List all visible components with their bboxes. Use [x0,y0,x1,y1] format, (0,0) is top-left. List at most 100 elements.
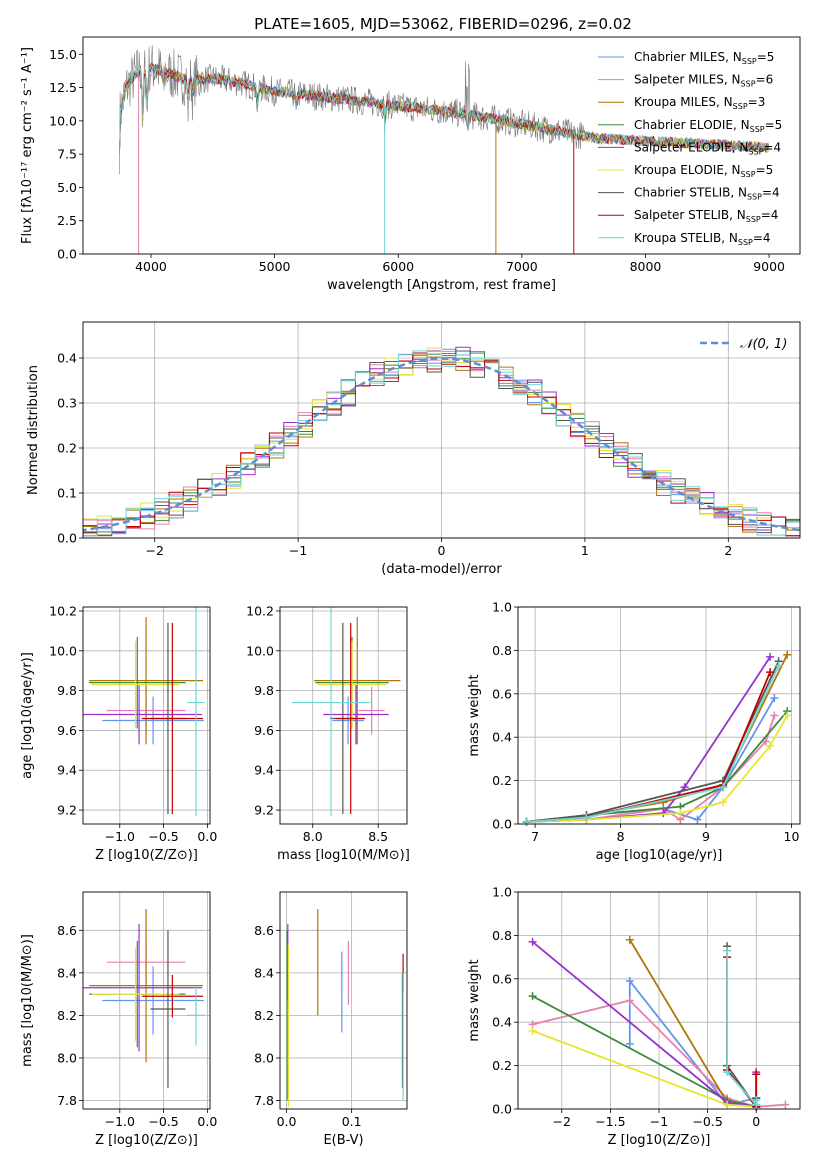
data-point-marker [766,741,775,750]
mass-vs-ebv-frame [279,891,408,1110]
y-tick-label: 12.5 [49,80,77,95]
y-tick-label: 0.0 [492,1102,512,1117]
data-point-marker [625,935,634,944]
y-tick-label: 0.4 [492,730,512,745]
data-point-marker [625,996,634,1005]
x-tick-label: −0.5 [148,829,178,844]
data-point-marker [723,1100,732,1109]
y-tick-label: 8.0 [254,1050,274,1065]
y-tick-label: 7.5 [57,147,77,162]
x-tick-label: −1.0 [105,1114,135,1129]
legend-label: Salpeter STELIB, NSSP=4 [634,208,778,224]
y-tick-label: 7.8 [57,1093,77,1108]
series-line [628,978,757,1106]
age-vs-mass-errorbars [291,607,401,817]
y-axis-label: Normed distribution [26,365,41,495]
y-axis-label: Flux [fλ10⁻¹⁷ erg cm⁻² s⁻¹ A⁻¹] [20,47,35,244]
legend-label: Kroupa ELODIE, NSSP=5 [634,163,773,179]
y-tick-label: 0.1 [57,486,77,501]
y-tick-label: 9.8 [254,683,274,698]
x-axis-label: wavelength [Angstrom, rest frame] [327,278,556,293]
y-tick-label: 10.2 [49,603,77,618]
plots-layer: 4000 5000 6000 7000 8000 90000.02.55.07.510.0… [20,36,801,1148]
data-point-marker [676,809,685,818]
x-tick-label: 8000 [630,259,662,274]
y-tick-label: 0.0 [57,247,77,262]
histogram-step-line [83,350,800,537]
legend-label: Kroupa STELIB, NSSP=4 [634,231,771,247]
data-point-marker [528,1026,537,1035]
y-tick-label: 0.6 [492,686,512,701]
spectrum-axes [79,53,770,258]
data-point-marker [522,817,531,826]
y-tick-label: 0.8 [492,643,512,658]
x-tick-label: 9000 [753,259,785,274]
y-axis-label: age [log10(age/yr)] [20,652,35,779]
x-axis-label: age [log10(age/yr)] [596,848,723,863]
y-tick-label: 0.4 [492,1015,512,1030]
data-point-marker [770,711,779,720]
data-point-marker [625,976,634,985]
y-axis-label: mass [log10(M/M⊙)] [20,934,35,1067]
x-axis-label: (data-model)/error [381,562,502,577]
data-point-marker [783,711,792,720]
y-tick-label: 0.8 [492,928,512,943]
age-vs-mass-axes [276,607,407,828]
x-tick-label: 0.0 [277,1114,297,1129]
spectrum-frame [82,36,801,255]
y-tick-label: 7.8 [254,1093,274,1108]
y-tick-label: 10.0 [49,643,77,658]
y-tick-label: 8.6 [57,923,77,938]
mass-weight-vs-Z-frame [517,891,801,1110]
x-tick-label: 6000 [382,259,414,274]
data-point-marker [761,737,770,746]
x-tick-label: −0.5 [692,1114,722,1129]
legend-label: Chabrier STELIB, NSSP=4 [634,186,780,202]
x-tick-label: 1 [581,543,589,558]
x-axis-label: E(B-V) [323,1133,363,1148]
legend-label: Chabrier ELODIE, NSSP=5 [634,118,782,134]
y-tick-label: 9.2 [57,803,77,818]
x-tick-label: 9 [702,829,710,844]
mass-vs-Z-frame [82,891,211,1110]
data-point-marker [719,798,728,807]
y-tick-label: 9.6 [254,723,274,738]
x-axis-label: Z [log10(Z/Z⊙)] [95,1133,198,1148]
y-tick-label: 5.0 [57,180,77,195]
x-tick-label: 0 [438,543,446,558]
y-tick-label: 0.0 [492,817,512,832]
y-tick-label: 0.2 [492,773,512,788]
y-tick-label: 0.6 [492,971,512,986]
x-tick-label: 0.0 [197,829,217,844]
data-point-marker [659,809,668,818]
x-tick-label: 8.5 [368,829,388,844]
data-point-marker [752,1096,761,1105]
x-tick-label: 0.1 [342,1114,362,1129]
mass-weight-vs-age-frame [517,606,801,825]
y-tick-label: 1.0 [492,600,512,615]
series-line [526,715,788,823]
y-tick-label: 8.0 [57,1050,77,1065]
age-vs-Z-errorbars [83,607,205,817]
data-point-marker [723,1068,732,1077]
y-tick-label: 9.8 [57,683,77,698]
mass-vs-ebv-axes [276,892,407,1113]
y-tick-label: 15.0 [49,47,77,62]
x-tick-label: −1.5 [595,1114,625,1129]
x-tick-label: 4000 [135,259,167,274]
y-tick-label: 8.4 [57,965,77,980]
x-tick-label: 2 [724,543,732,558]
x-tick-label: 7000 [506,259,538,274]
x-tick-label: −1 [650,1114,668,1129]
x-axis-label: Z [log10(Z/Z⊙)] [608,1133,711,1148]
y-tick-label: 8.2 [254,1008,274,1023]
x-tick-label: 0.0 [197,1114,217,1129]
y-tick-label: 10.0 [246,643,274,658]
x-axis-label: mass [log10(M/M⊙)] [277,848,410,863]
x-tick-label: −1 [289,543,307,558]
y-axis-label: mass weight [467,959,482,1041]
data-point-marker [781,1100,790,1109]
figure-title: PLATE=1605, MJD=53062, FIBERID=0296, z=0… [254,15,632,33]
data-point-marker [719,783,728,792]
